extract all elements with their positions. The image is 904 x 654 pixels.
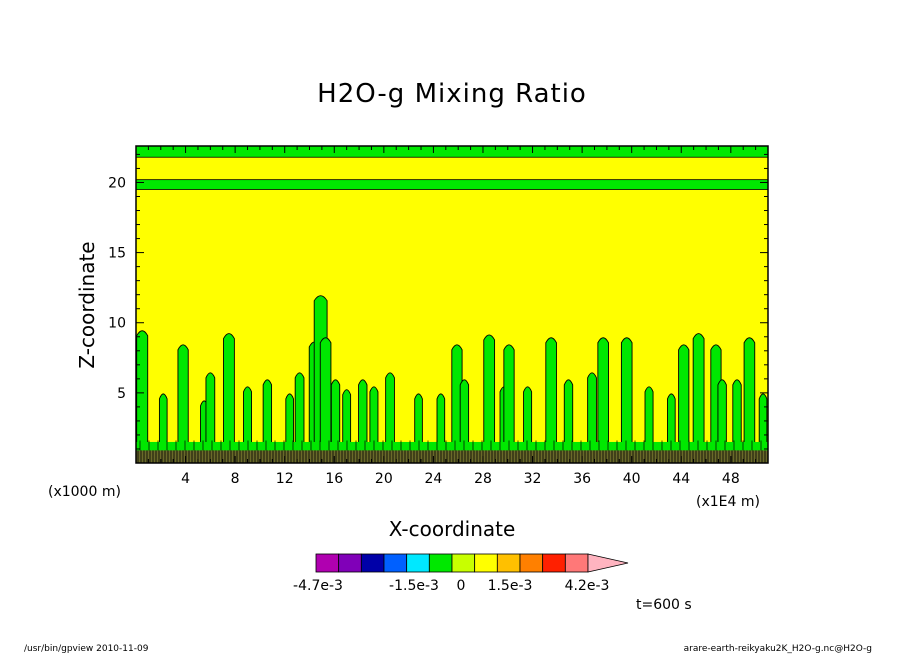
footer-right: arare-earth-reikyaku2K_H2O-g.nc@H2O-g bbox=[684, 644, 872, 654]
x-tick-label: 48 bbox=[722, 471, 740, 487]
x-axis: 4 8 12 16 20 24 28 32 36 40 44 48 bbox=[147, 146, 757, 487]
humid-plume bbox=[369, 386, 379, 447]
humid-band bbox=[136, 179, 768, 190]
y-unit-label: (x1000 m) bbox=[48, 484, 121, 500]
plot-area bbox=[136, 146, 768, 463]
x-tick-label: 24 bbox=[424, 471, 442, 487]
surface-layer bbox=[136, 440, 768, 463]
y-axis: 5 10 15 20 bbox=[108, 153, 768, 450]
humid-plume bbox=[587, 372, 597, 447]
x-axis-label: X-coordinate bbox=[389, 517, 516, 541]
humid-plume bbox=[678, 344, 690, 447]
x-unit-label: (x1E4 m) bbox=[696, 494, 760, 510]
humid-plume bbox=[158, 393, 168, 447]
humid-plume bbox=[563, 379, 574, 447]
colorbar-labels: -4.7e-3 -1.5e-3 0 1.5e-3 4.2e-3 bbox=[293, 578, 609, 594]
humid-plume bbox=[436, 393, 446, 447]
humid-plume bbox=[743, 337, 756, 447]
humid-plume bbox=[319, 337, 332, 447]
colorbar-label: 1.5e-3 bbox=[488, 578, 533, 594]
humid-plume bbox=[597, 337, 609, 447]
humid-plume bbox=[330, 379, 341, 447]
colorbar-segment bbox=[542, 553, 566, 573]
humid-bands bbox=[136, 146, 768, 190]
humid-band bbox=[136, 146, 768, 158]
colorbar-segment bbox=[315, 553, 340, 573]
x-tick-label: 32 bbox=[524, 471, 542, 487]
x-tick-label: 8 bbox=[231, 471, 240, 487]
humid-plume bbox=[285, 393, 294, 447]
humid-plume bbox=[644, 386, 654, 447]
x-tick-label: 4 bbox=[181, 471, 190, 487]
colorbar-segment bbox=[338, 553, 362, 573]
humid-plume bbox=[620, 337, 633, 447]
surface-band bbox=[136, 441, 768, 452]
x-tick-label: 36 bbox=[573, 471, 591, 487]
humid-plume bbox=[385, 372, 395, 447]
humid-plume bbox=[459, 379, 470, 447]
colorbar-segment bbox=[406, 553, 430, 573]
colorbar-label: 4.2e-3 bbox=[565, 578, 610, 594]
humid-plume bbox=[414, 393, 423, 447]
colorbar-segment bbox=[451, 553, 476, 573]
humid-plumes bbox=[136, 295, 768, 447]
x-tick-label: 40 bbox=[623, 471, 641, 487]
x-tick-label: 20 bbox=[375, 471, 393, 487]
humid-plume bbox=[545, 337, 557, 447]
y-tick-label: 20 bbox=[108, 175, 126, 191]
humid-plume bbox=[732, 379, 742, 447]
humid-plume bbox=[294, 372, 305, 447]
colorbar-segment bbox=[428, 553, 453, 573]
colorbar-extend-arrow bbox=[587, 553, 629, 573]
plot-frame bbox=[135, 145, 769, 464]
humid-plume bbox=[205, 372, 216, 447]
humid-plume bbox=[451, 344, 463, 447]
y-axis-label: Z-coordinate bbox=[75, 241, 99, 368]
humid-plume bbox=[483, 334, 496, 447]
humid-plume bbox=[692, 333, 705, 447]
y-tick-label: 5 bbox=[117, 386, 126, 402]
x-tick-label: 28 bbox=[474, 471, 492, 487]
humid-plume bbox=[758, 393, 768, 447]
humid-plume bbox=[262, 379, 273, 447]
colorbar-label: 0 bbox=[457, 578, 466, 594]
y-tick-label: 10 bbox=[108, 316, 126, 332]
colorbar-label: -1.5e-3 bbox=[389, 578, 439, 594]
x-tick-label: 16 bbox=[325, 471, 343, 487]
x-tick-label: 44 bbox=[672, 471, 690, 487]
y-tick-label: 15 bbox=[108, 246, 126, 262]
colorbar-segment bbox=[496, 553, 521, 573]
colorbar-segment bbox=[564, 553, 589, 573]
colorbar-segment bbox=[383, 553, 408, 573]
colorbar-label: -4.7e-3 bbox=[293, 578, 343, 594]
humid-plume bbox=[223, 333, 235, 447]
colorbar bbox=[315, 553, 629, 573]
chart-title: H2O-g Mixing Ratio bbox=[317, 79, 587, 109]
time-label: t=600 s bbox=[636, 597, 692, 613]
humid-plume bbox=[717, 379, 727, 447]
humid-plume bbox=[243, 386, 253, 447]
humid-plume bbox=[342, 389, 352, 447]
colorbar-segment bbox=[519, 553, 544, 573]
humid-plume bbox=[177, 344, 189, 447]
x-tick-label: 12 bbox=[276, 471, 294, 487]
humid-plume bbox=[667, 393, 676, 447]
humid-plume bbox=[136, 330, 149, 447]
humid-plume bbox=[358, 379, 368, 447]
colorbar-segment bbox=[474, 553, 498, 573]
humid-plume bbox=[523, 386, 533, 447]
footer-left: /usr/bin/gpview 2010-11-09 bbox=[24, 644, 149, 654]
colorbar-segment bbox=[360, 553, 385, 573]
humid-plume bbox=[503, 344, 515, 447]
